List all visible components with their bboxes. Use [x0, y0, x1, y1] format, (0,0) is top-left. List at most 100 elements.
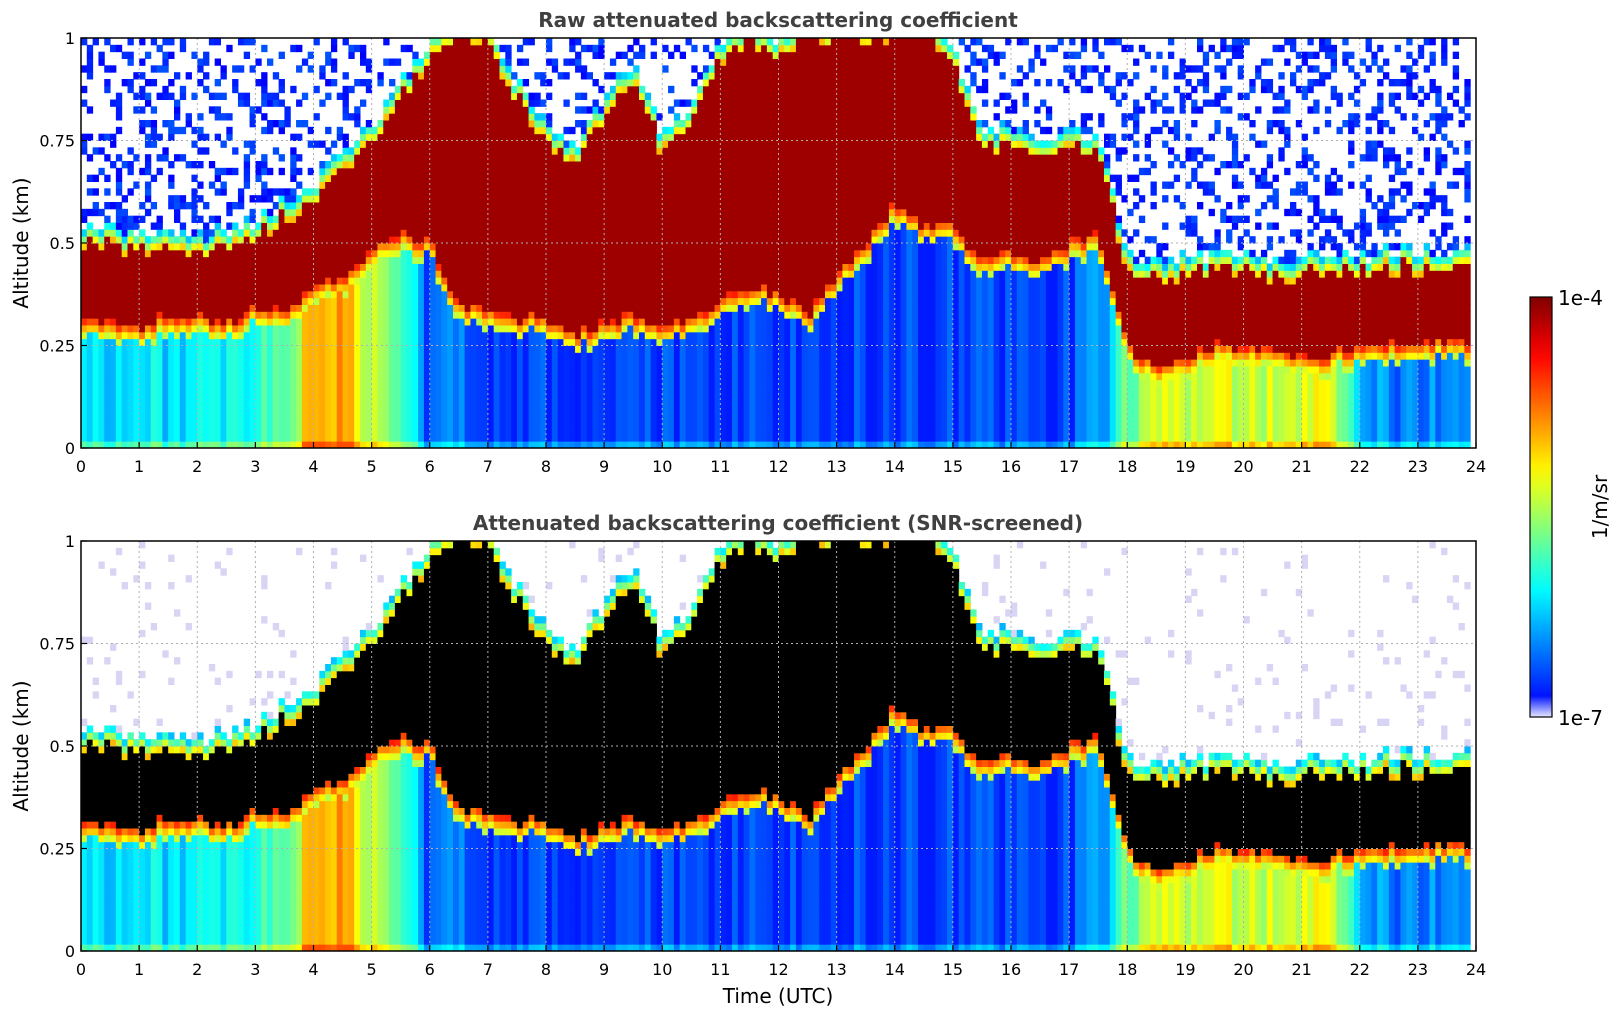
heatmap-cell — [250, 284, 256, 291]
heatmap-cell — [284, 106, 290, 113]
heatmap-cell — [104, 291, 110, 298]
heatmap-cell — [122, 257, 128, 264]
heatmap-cell — [168, 257, 174, 264]
heatmap-cell — [209, 93, 215, 100]
heatmap-cell — [215, 264, 221, 271]
heatmap-cell — [296, 359, 302, 366]
heatmap-cell — [180, 318, 186, 325]
heatmap-cell — [314, 434, 320, 441]
heatmap-cell — [197, 325, 203, 332]
heatmap-cell — [197, 264, 203, 271]
heatmap-cell — [319, 393, 325, 400]
heatmap-cell — [221, 428, 227, 435]
heatmap-cell — [325, 305, 331, 312]
heatmap-cell — [296, 434, 302, 441]
heatmap-cell — [232, 202, 238, 209]
heatmap-cell — [110, 359, 116, 366]
heatmap-cell — [273, 352, 279, 359]
heatmap-cell — [186, 277, 192, 284]
heatmap-cell — [279, 305, 285, 312]
panel-raw: Raw attenuated backscattering coefficien… — [9, 8, 1486, 476]
heatmap-cell — [157, 346, 163, 353]
heatmap-cell — [209, 421, 215, 428]
heatmap-cell — [314, 373, 320, 380]
heatmap-cell — [122, 229, 128, 236]
heatmap-cell — [104, 134, 110, 141]
heatmap-cell — [325, 257, 331, 264]
heatmap-cell — [93, 277, 99, 284]
heatmap-cell — [238, 311, 244, 318]
heatmap-cell — [238, 346, 244, 353]
heatmap-cell — [273, 216, 279, 223]
heatmap-cell — [110, 380, 116, 387]
heatmap-cell — [186, 434, 192, 441]
heatmap-cell — [203, 325, 209, 332]
heatmap-cell — [232, 264, 238, 271]
heatmap-cell — [267, 100, 273, 107]
heatmap-cell — [104, 229, 110, 236]
heatmap-cell — [122, 366, 128, 373]
heatmap-cell — [314, 113, 320, 120]
heatmap-cell — [157, 243, 163, 250]
heatmap-cell — [203, 72, 209, 79]
heatmap-cell — [221, 270, 227, 277]
heatmap-cell — [255, 243, 261, 250]
heatmap-cell — [87, 421, 93, 428]
heatmap-cell — [296, 182, 302, 189]
heatmap-cell — [180, 277, 186, 284]
heatmap-cell — [203, 305, 209, 312]
heatmap-cell — [221, 284, 227, 291]
heatmap-cell — [116, 182, 122, 189]
heatmap-cell — [209, 373, 215, 380]
heatmap-cell — [279, 380, 285, 387]
heatmap-cell — [122, 243, 128, 250]
heatmap-cell — [162, 120, 168, 127]
heatmap-cell — [157, 359, 163, 366]
heatmap-cell — [279, 359, 285, 366]
heatmap-cell — [180, 332, 186, 339]
heatmap-cell — [244, 366, 250, 373]
heatmap-cell — [255, 223, 261, 230]
heatmap-cell — [325, 216, 331, 223]
heatmap-cell — [122, 352, 128, 359]
heatmap-cell — [104, 400, 110, 407]
heatmap-cell — [325, 182, 331, 189]
heatmap-cell — [325, 127, 331, 134]
heatmap-cell — [110, 270, 116, 277]
heatmap-cell — [93, 298, 99, 305]
heatmap-cell — [255, 387, 261, 394]
heatmap-cell — [226, 352, 232, 359]
heatmap-cell — [174, 305, 180, 312]
heatmap-cell — [302, 298, 308, 305]
heatmap-cell — [290, 284, 296, 291]
heatmap-cell — [104, 236, 110, 243]
heatmap-cell — [302, 188, 308, 195]
heatmap-cell — [104, 264, 110, 271]
heatmap-cell — [157, 93, 163, 100]
heatmap-cell — [319, 209, 325, 216]
heatmap-cell — [314, 366, 320, 373]
heatmap-cell — [296, 120, 302, 127]
heatmap-cell — [226, 428, 232, 435]
heatmap-cell — [122, 434, 128, 441]
heatmap-cell — [209, 352, 215, 359]
heatmap-cell — [279, 434, 285, 441]
heatmap-cell — [238, 387, 244, 394]
heatmap-cell — [215, 188, 221, 195]
heatmap-cell — [255, 79, 261, 86]
heatmap-cell — [87, 291, 93, 298]
heatmap-cell — [139, 291, 145, 298]
heatmap-cell — [168, 52, 174, 59]
heatmap-cell — [273, 229, 279, 236]
heatmap-cell — [81, 407, 87, 414]
heatmap-cell — [93, 243, 99, 250]
heatmap-cell — [186, 120, 192, 127]
heatmap-cell — [162, 400, 168, 407]
heatmap-cell — [168, 134, 174, 141]
heatmap-cell — [215, 257, 221, 264]
heatmap-cell — [314, 216, 320, 223]
heatmap-cell — [186, 373, 192, 380]
heatmap-cell — [162, 318, 168, 325]
heatmap-cell — [244, 243, 250, 250]
heatmap-cell — [110, 202, 116, 209]
